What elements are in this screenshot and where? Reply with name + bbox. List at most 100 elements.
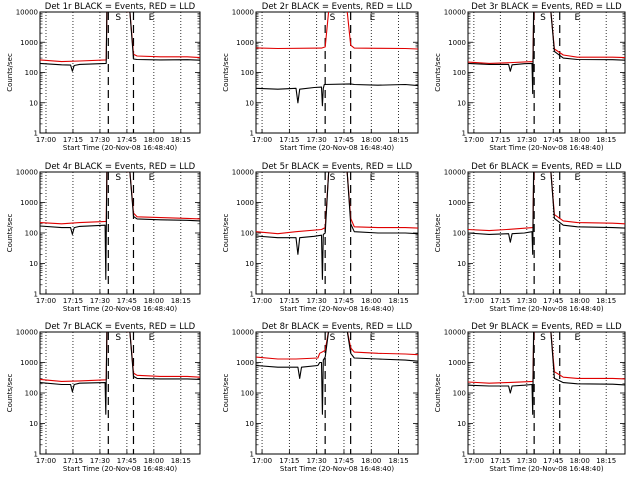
marker-end: E <box>149 333 155 343</box>
series-group <box>256 332 418 415</box>
x-tick-label: 17:00 <box>36 297 56 305</box>
y-axis-label: Counts/sec <box>434 214 442 253</box>
series-group <box>468 12 625 95</box>
events-series-line <box>468 172 625 255</box>
chart-panel-5: Det 5r BLACK = Events, RED = LLD 17:00 17:… <box>222 162 419 313</box>
marker-start: S <box>330 13 336 23</box>
series-group <box>40 172 200 280</box>
y-tick-label: 100 <box>453 390 466 398</box>
y-tick-label: 10000 <box>232 9 254 17</box>
y-axis-label: Counts/sec <box>222 53 230 92</box>
x-tick-label: 18:00 <box>144 136 164 144</box>
x-tick-label: 17:00 <box>464 136 484 144</box>
y-tick-label: 1000 <box>20 39 38 47</box>
x-tick-label: 18:00 <box>144 457 164 465</box>
series-group <box>468 332 625 415</box>
x-tick-label: 18:15 <box>596 457 616 465</box>
y-tick-label: 100 <box>241 230 254 238</box>
y-tick-label: 1 <box>250 130 254 138</box>
x-axis-label: Start Time (20-Nov-08 16:48:40) <box>280 465 394 473</box>
events-series-line <box>256 332 418 415</box>
lld-series-line <box>468 12 625 64</box>
lld-series-line <box>256 332 418 360</box>
marker-end: E <box>575 13 581 23</box>
x-tick-label: 17:00 <box>252 457 272 465</box>
chart-panel-9: Det 9r BLACK = Events, RED = LLD 17:00 17:… <box>434 322 626 473</box>
y-tick-label: 1 <box>462 130 466 138</box>
y-tick-label: 100 <box>453 230 466 238</box>
plot-frame <box>255 331 419 455</box>
x-tick-label: 18:15 <box>388 136 408 144</box>
plot-frame <box>255 11 419 134</box>
y-tick-label: 100 <box>25 69 38 77</box>
lld-series-line <box>40 332 200 382</box>
x-tick-label: 18:00 <box>361 457 381 465</box>
y-tick-label: 10 <box>457 260 466 268</box>
y-axis-label: Counts/sec <box>6 53 14 92</box>
y-tick-label: 1000 <box>236 39 254 47</box>
x-tick-label: 18:00 <box>570 136 590 144</box>
lld-series-line <box>468 172 625 232</box>
y-axis-label: Counts/sec <box>222 214 230 253</box>
y-tick-label: 10000 <box>232 329 254 337</box>
y-tick-label: 10000 <box>444 329 466 337</box>
x-axis-label: Start Time (20-Nov-08 16:48:40) <box>63 465 177 473</box>
events-series-line <box>40 12 200 72</box>
x-tick-label: 18:15 <box>596 136 616 144</box>
y-tick-label: 1000 <box>20 199 38 207</box>
y-tick-label: 10 <box>245 420 254 428</box>
events-series-line <box>256 172 418 280</box>
y-tick-label: 1 <box>250 291 254 299</box>
y-tick-label: 10 <box>29 420 38 428</box>
x-tick-label: 17:30 <box>517 457 537 465</box>
x-axis-label: Start Time (20-Nov-08 16:48:40) <box>489 144 603 152</box>
x-tick-label: 18:00 <box>144 297 164 305</box>
y-axis-label: Counts/sec <box>6 374 14 413</box>
plot-frame <box>467 11 626 134</box>
x-tick-label: 17:30 <box>307 457 327 465</box>
y-tick-label: 1 <box>34 291 38 299</box>
panel-title: Det 2r BLACK = Events, RED = LLD <box>262 2 413 12</box>
marker-start: S <box>330 333 336 343</box>
x-tick-label: 18:00 <box>361 297 381 305</box>
x-tick-label: 17:30 <box>517 297 537 305</box>
x-tick-label: 17:45 <box>543 136 563 144</box>
x-tick-label: 17:45 <box>117 457 137 465</box>
x-tick-label: 18:15 <box>388 457 408 465</box>
panel-title: Det 6r BLACK = Events, RED = LLD <box>471 162 622 172</box>
y-tick-label: 10 <box>29 99 38 107</box>
panel-title: Det 1r BLACK = Events, RED = LLD <box>45 2 196 12</box>
y-tick-label: 100 <box>25 390 38 398</box>
x-axis-label: Start Time (20-Nov-08 16:48:40) <box>63 144 177 152</box>
x-tick-label: 17:30 <box>90 457 110 465</box>
y-tick-label: 1 <box>34 130 38 138</box>
y-tick-label: 1000 <box>448 359 466 367</box>
events-series-line <box>468 332 625 415</box>
panel-title: Det 4r BLACK = Events, RED = LLD <box>45 162 196 172</box>
lld-series-line <box>40 12 200 63</box>
y-axis-label: Counts/sec <box>434 53 442 92</box>
x-tick-label: 17:30 <box>307 136 327 144</box>
x-tick-label: 17:15 <box>490 457 510 465</box>
y-axis-label: Counts/sec <box>6 214 14 253</box>
marker-end: E <box>149 173 155 183</box>
plot-frame <box>39 171 201 295</box>
y-tick-label: 100 <box>25 230 38 238</box>
x-tick-label: 17:00 <box>464 457 484 465</box>
marker-start: S <box>115 333 121 343</box>
marker-end: E <box>370 173 376 183</box>
y-tick-label: 1 <box>462 291 466 299</box>
marker-start: S <box>540 173 546 183</box>
events-series-line <box>256 83 418 107</box>
x-tick-label: 17:15 <box>279 136 299 144</box>
chart-panel-4: Det 4r BLACK = Events, RED = LLD 17:00 17:… <box>6 162 201 313</box>
chart-panel-3: Det 3r BLACK = Events, RED = LLD 17:00 17:… <box>434 2 626 152</box>
plot-frame <box>39 331 201 455</box>
x-tick-label: 17:45 <box>117 136 137 144</box>
series-group <box>468 172 625 255</box>
events-series-line <box>468 12 625 95</box>
x-tick-label: 17:15 <box>63 297 83 305</box>
x-axis-label: Start Time (20-Nov-08 16:48:40) <box>489 465 603 473</box>
chart-panel-1: Det 1r BLACK = Events, RED = LLD 17:00 17:… <box>6 2 201 152</box>
